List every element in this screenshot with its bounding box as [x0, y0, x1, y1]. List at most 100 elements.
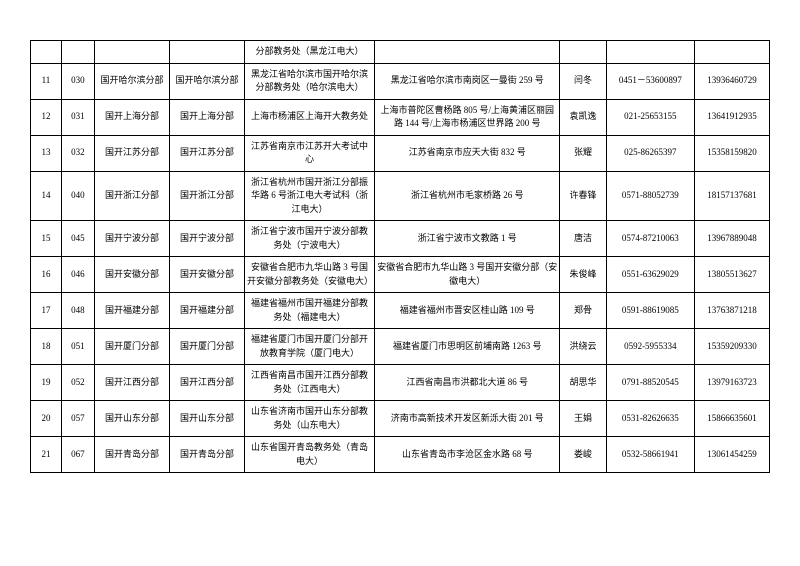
table-cell: 国开山东分部	[169, 401, 244, 437]
table-cell: 福建省福州市晋安区桂山路 109 号	[375, 293, 560, 329]
page-container: 分部教务处（黑龙江电大）11030国开哈尔滨分部国开哈尔滨分部黑龙江省哈尔滨市国…	[30, 40, 770, 473]
table-cell: 19	[31, 365, 62, 401]
table-cell: 山东省济南市国开山东分部教务处（山东电大）	[244, 401, 374, 437]
table-cell: 国开安徽分部	[94, 257, 169, 293]
table-cell: 15866635601	[694, 401, 769, 437]
table-cell: 13641912935	[694, 99, 769, 135]
table-cell: 0571-88052739	[606, 171, 694, 221]
table-row: 14040国开浙江分部国开浙江分部浙江省杭州市国开浙江分部振华路 6 号浙江电大…	[31, 171, 770, 221]
table-cell: 0551-63629029	[606, 257, 694, 293]
table-cell: 021-25653155	[606, 99, 694, 135]
table-cell: 国开厦门分部	[169, 329, 244, 365]
table-cell: 13	[31, 135, 62, 171]
table-row: 15045国开宁波分部国开宁波分部浙江省宁波市国开宁波分部教务处（宁波电大）浙江…	[31, 221, 770, 257]
table-cell: 国开江苏分部	[169, 135, 244, 171]
table-cell: 国开宁波分部	[169, 221, 244, 257]
table-cell: 黑龙江省哈尔滨市国开哈尔滨分部教务处（哈尔滨电大）	[244, 63, 374, 99]
table-cell	[606, 41, 694, 64]
table-cell: 046	[61, 257, 94, 293]
table-cell: 江苏省南京市江苏开大考试中心	[244, 135, 374, 171]
table-cell: 郑骨	[560, 293, 606, 329]
table-cell: 048	[61, 293, 94, 329]
table-cell: 国开厦门分部	[94, 329, 169, 365]
table-row: 20057国开山东分部国开山东分部山东省济南市国开山东分部教务处（山东电大）济南…	[31, 401, 770, 437]
table-cell: 江苏省南京市应天大街 832 号	[375, 135, 560, 171]
table-cell: 浙江省杭州市国开浙江分部振华路 6 号浙江电大考试科（浙江电大）	[244, 171, 374, 221]
table-cell: 王娟	[560, 401, 606, 437]
table-cell: 袁凯逸	[560, 99, 606, 135]
table-cell: 福建省厦门市思明区前埔南路 1263 号	[375, 329, 560, 365]
table-cell: 国开哈尔滨分部	[169, 63, 244, 99]
table-row: 16046国开安徽分部国开安徽分部安徽省合肥市九华山路 3 号国开安徽分部教务处…	[31, 257, 770, 293]
table-cell: 上海市杨浦区上海开大教务处	[244, 99, 374, 135]
table-cell: 052	[61, 365, 94, 401]
table-cell: 江西省南昌市洪都北大道 86 号	[375, 365, 560, 401]
table-row: 21067国开青岛分部国开青岛分部山东省国开青岛教务处（青岛电大）山东省青岛市李…	[31, 437, 770, 473]
table-cell: 15359209330	[694, 329, 769, 365]
table-cell: 国开宁波分部	[94, 221, 169, 257]
table-cell: 13967889048	[694, 221, 769, 257]
table-cell: 许春锋	[560, 171, 606, 221]
table-cell: 浙江省宁波市文教路 1 号	[375, 221, 560, 257]
table-cell: 国开青岛分部	[169, 437, 244, 473]
table-cell: 山东省国开青岛教务处（青岛电大）	[244, 437, 374, 473]
table-cell	[31, 41, 62, 64]
table-cell	[169, 41, 244, 64]
table-cell: 国开哈尔滨分部	[94, 63, 169, 99]
table-cell	[94, 41, 169, 64]
table-cell: 0532-58661941	[606, 437, 694, 473]
table-cell: 032	[61, 135, 94, 171]
table-cell: 国开上海分部	[94, 99, 169, 135]
table-row: 19052国开江西分部国开江西分部江西省南昌市国开江西分部教务处（江西电大）江西…	[31, 365, 770, 401]
table-row: 12031国开上海分部国开上海分部上海市杨浦区上海开大教务处上海市普陀区曹杨路 …	[31, 99, 770, 135]
table-row: 分部教务处（黑龙江电大）	[31, 41, 770, 64]
table-cell: 0591-88619085	[606, 293, 694, 329]
table-cell: 13979163723	[694, 365, 769, 401]
table-row: 17048国开福建分部国开福建分部福建省福州市国开福建分部教务处（福建电大）福建…	[31, 293, 770, 329]
table-cell: 朱俊峰	[560, 257, 606, 293]
table-cell: 0592-5955334	[606, 329, 694, 365]
table-cell: 051	[61, 329, 94, 365]
table-cell: 11	[31, 63, 62, 99]
table-cell: 045	[61, 221, 94, 257]
table-cell: 国开浙江分部	[169, 171, 244, 221]
table-cell: 国开上海分部	[169, 99, 244, 135]
table-cell	[375, 41, 560, 64]
table-cell: 16	[31, 257, 62, 293]
table-cell: 031	[61, 99, 94, 135]
table-cell: 国开福建分部	[94, 293, 169, 329]
table-cell: 0451－53600897	[606, 63, 694, 99]
table-cell: 分部教务处（黑龙江电大）	[244, 41, 374, 64]
table-row: 13032国开江苏分部国开江苏分部江苏省南京市江苏开大考试中心江苏省南京市应天大…	[31, 135, 770, 171]
table-cell: 福建省福州市国开福建分部教务处（福建电大）	[244, 293, 374, 329]
table-cell: 福建省厦门市国开厦门分部开放教育学院（厦门电大）	[244, 329, 374, 365]
table-cell: 国开安徽分部	[169, 257, 244, 293]
table-cell: 国开山东分部	[94, 401, 169, 437]
table-cell: 0574-87210063	[606, 221, 694, 257]
table-cell: 国开江西分部	[94, 365, 169, 401]
table-cell: 国开青岛分部	[94, 437, 169, 473]
table-cell: 18157137681	[694, 171, 769, 221]
table-cell: 17	[31, 293, 62, 329]
table-cell: 浙江省杭州市毛家桥路 26 号	[375, 171, 560, 221]
table-cell: 030	[61, 63, 94, 99]
table-cell	[560, 41, 606, 64]
table-cell: 山东省青岛市李沧区金水路 68 号	[375, 437, 560, 473]
table-cell: 娄峻	[560, 437, 606, 473]
table-cell: 胡思华	[560, 365, 606, 401]
table-cell: 0531-82626635	[606, 401, 694, 437]
table-cell: 13061454259	[694, 437, 769, 473]
table-cell: 安徽省合肥市九华山路 3 号国开安徽分部教务处（安徽电大）	[244, 257, 374, 293]
table-cell: 13936460729	[694, 63, 769, 99]
table-cell: 21	[31, 437, 62, 473]
table-cell: 15358159820	[694, 135, 769, 171]
table-cell	[694, 41, 769, 64]
table-cell: 067	[61, 437, 94, 473]
table-cell: 张耀	[560, 135, 606, 171]
table-row: 18051国开厦门分部国开厦门分部福建省厦门市国开厦门分部开放教育学院（厦门电大…	[31, 329, 770, 365]
data-table: 分部教务处（黑龙江电大）11030国开哈尔滨分部国开哈尔滨分部黑龙江省哈尔滨市国…	[30, 40, 770, 473]
table-row: 11030国开哈尔滨分部国开哈尔滨分部黑龙江省哈尔滨市国开哈尔滨分部教务处（哈尔…	[31, 63, 770, 99]
table-cell: 上海市普陀区曹杨路 805 号/上海黄浦区丽园路 144 号/上海市杨浦区世界路…	[375, 99, 560, 135]
table-cell: 闫冬	[560, 63, 606, 99]
table-cell: 0791-88520545	[606, 365, 694, 401]
